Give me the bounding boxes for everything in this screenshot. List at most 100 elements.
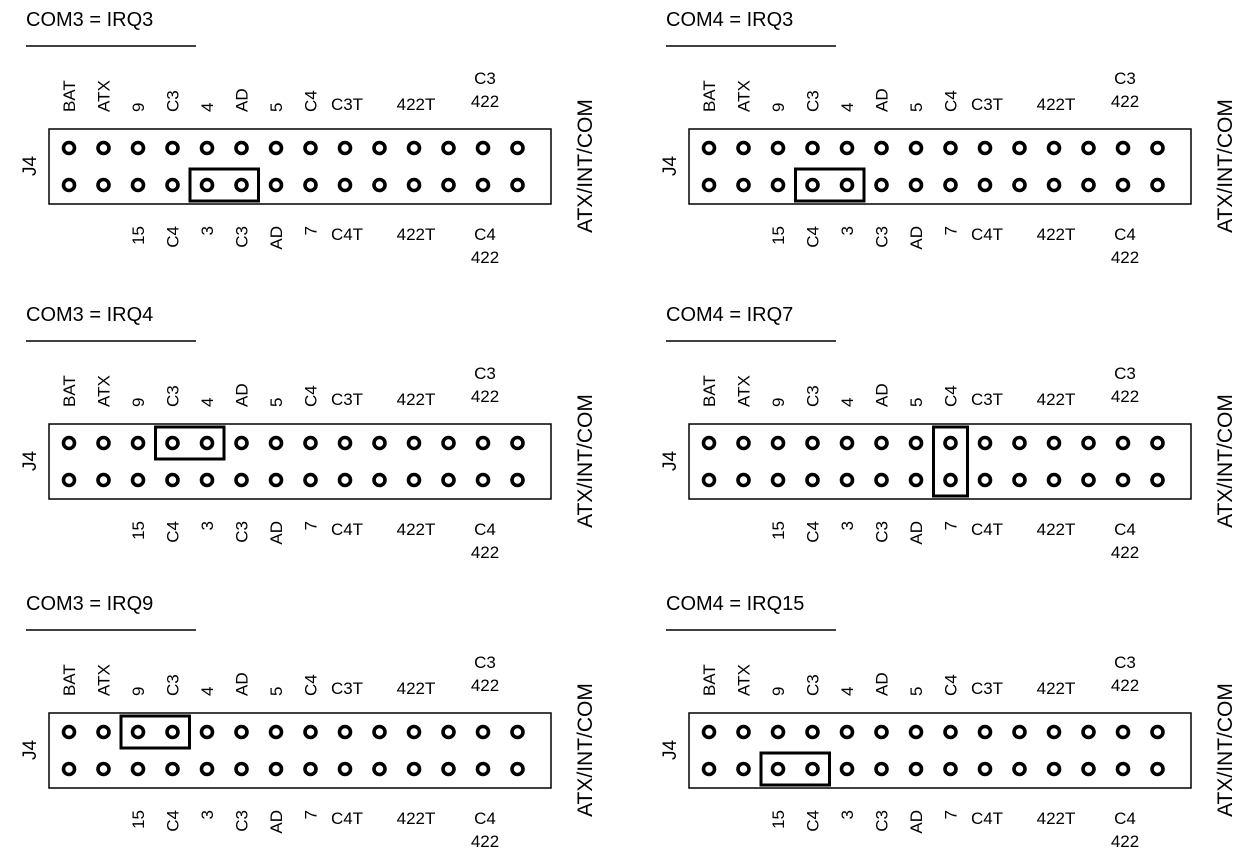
header-pin bbox=[372, 724, 387, 740]
pin-label: C3 bbox=[873, 521, 892, 543]
header-pin bbox=[96, 140, 111, 156]
header-pin bbox=[441, 472, 456, 488]
header-pin bbox=[1115, 761, 1131, 777]
header-pin bbox=[874, 472, 889, 488]
pin-label: 422 bbox=[471, 248, 499, 267]
connector-label: J4 bbox=[660, 740, 681, 761]
pin-label: C3 bbox=[474, 364, 496, 383]
header-pin bbox=[701, 761, 717, 777]
header-pin bbox=[61, 472, 77, 488]
header-pin bbox=[475, 472, 491, 488]
header-pin bbox=[199, 724, 215, 740]
pin-label: BAT bbox=[700, 80, 719, 112]
pin-label: C4 bbox=[804, 810, 823, 832]
header-pin bbox=[303, 435, 318, 451]
header-pin bbox=[1150, 724, 1165, 740]
header-pin bbox=[510, 724, 525, 740]
pin-label: C3 bbox=[873, 810, 892, 832]
pin-label: 9 bbox=[769, 103, 788, 112]
connector-label: J4 bbox=[20, 740, 41, 761]
pin-label: AD bbox=[267, 810, 286, 834]
header-pin bbox=[61, 761, 77, 777]
header-pin bbox=[1012, 177, 1027, 193]
header-pin bbox=[96, 724, 111, 740]
header-pin bbox=[303, 761, 318, 777]
header-pin bbox=[234, 761, 249, 777]
header-pin bbox=[874, 724, 889, 740]
header-pin bbox=[977, 435, 993, 451]
header-pin bbox=[1150, 472, 1165, 488]
header-pin bbox=[943, 724, 958, 740]
pin-label: 422 bbox=[471, 543, 499, 562]
pin-label: C3 bbox=[233, 810, 252, 832]
header-pin bbox=[61, 177, 77, 193]
pin-label: C3T bbox=[331, 95, 363, 114]
pin-label: 15 bbox=[769, 521, 788, 540]
jumper-panel: COM3 = IRQ3 J4 BAT ATX 9 C3 4 AD 5 C4 C3T 422T C3 422… bbox=[20, 9, 597, 267]
header-pin bbox=[165, 177, 180, 193]
header-pin bbox=[475, 177, 491, 193]
pin-label: C4 bbox=[474, 809, 496, 828]
pin-label: C4 bbox=[164, 226, 183, 248]
pin-label: AD bbox=[907, 810, 926, 834]
header-pin bbox=[130, 435, 146, 451]
pin-label: C3 bbox=[474, 69, 496, 88]
pin-label: AD bbox=[267, 226, 286, 250]
header-pin bbox=[943, 761, 958, 777]
pin-label: 5 bbox=[907, 398, 926, 407]
pin-label: 422T bbox=[397, 520, 436, 539]
pin-label: AD bbox=[873, 88, 892, 112]
pin-label: BAT bbox=[60, 664, 79, 696]
jumper-cap bbox=[759, 751, 831, 787]
pin-label: 15 bbox=[769, 226, 788, 245]
pin-label: C3 bbox=[164, 674, 183, 696]
pin-label: C4T bbox=[971, 225, 1003, 244]
pin-label: C4 bbox=[1114, 225, 1136, 244]
header-pin bbox=[1150, 761, 1165, 777]
panel-title: COM3 = IRQ3 bbox=[26, 9, 153, 31]
pin-label: 9 bbox=[129, 398, 148, 407]
header-pin bbox=[1046, 472, 1062, 488]
header-pin bbox=[874, 761, 889, 777]
pin-label: 422T bbox=[1037, 679, 1076, 698]
pin-label: C3 bbox=[233, 521, 252, 543]
header-pin bbox=[475, 140, 491, 156]
pin-label: 5 bbox=[267, 398, 286, 407]
header-pin bbox=[199, 177, 215, 193]
pin-label: C3 bbox=[233, 226, 252, 248]
pin-label: 4 bbox=[198, 103, 217, 112]
header-pin bbox=[372, 140, 387, 156]
pin-label: C4 bbox=[474, 520, 496, 539]
pin-label: 15 bbox=[769, 810, 788, 829]
panel-title: COM4 = IRQ15 bbox=[666, 593, 804, 615]
pin-label: C4T bbox=[331, 809, 363, 828]
pin-label: 422T bbox=[1037, 225, 1076, 244]
jumper-panel: COM3 = IRQ9 J4 BAT ATX 9 C3 4 AD 5 C4 C3T 422T C3 422… bbox=[20, 593, 597, 851]
header-pin bbox=[441, 140, 456, 156]
pin-label: C3 bbox=[804, 674, 823, 696]
pin-label: C3T bbox=[971, 679, 1003, 698]
header-pin bbox=[199, 761, 215, 777]
header-pin bbox=[96, 177, 111, 193]
header-pin bbox=[908, 472, 924, 488]
jumper-cap bbox=[932, 425, 969, 498]
header-pin bbox=[337, 761, 353, 777]
pin-label: C4T bbox=[331, 520, 363, 539]
pin-label: AD bbox=[907, 521, 926, 545]
header-pin bbox=[1150, 140, 1165, 156]
header-pin bbox=[199, 435, 215, 451]
pin-label: AD bbox=[873, 383, 892, 407]
header-pin bbox=[908, 724, 924, 740]
pin-label: C3 bbox=[804, 385, 823, 407]
header-pin bbox=[199, 140, 215, 156]
header-pin bbox=[839, 724, 855, 740]
pin-label: C4T bbox=[971, 520, 1003, 539]
pin-label: AD bbox=[233, 88, 252, 112]
header-pin bbox=[268, 724, 284, 740]
header-outline bbox=[48, 128, 552, 205]
pin-label: 422T bbox=[397, 809, 436, 828]
panel-title: COM3 = IRQ9 bbox=[26, 593, 153, 615]
header-pin bbox=[406, 724, 422, 740]
header-pin bbox=[770, 472, 786, 488]
